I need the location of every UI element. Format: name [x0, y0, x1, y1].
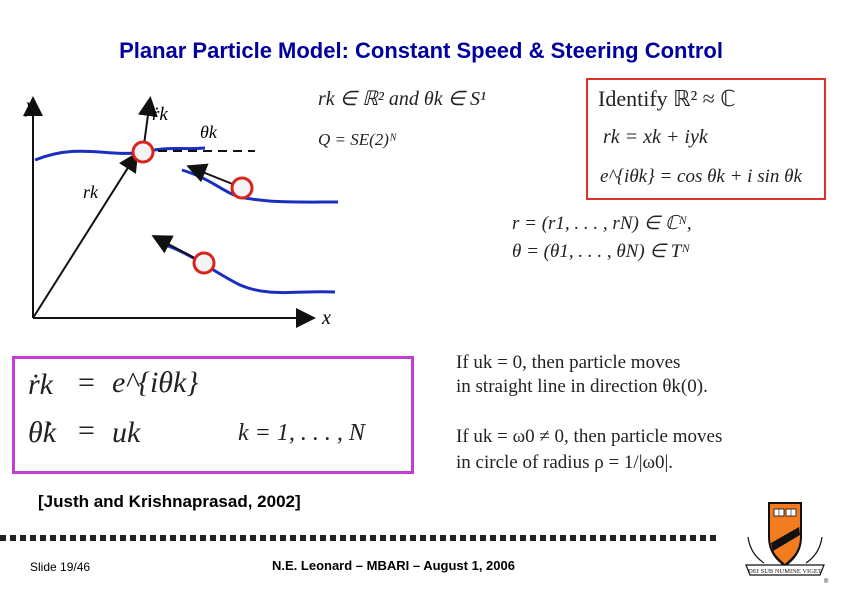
- trajectory-2: [181, 168, 339, 204]
- circle-note-line2: in circle of radius ρ = 1/|ω0|.: [456, 452, 674, 473]
- heading-label: θk: [200, 122, 218, 142]
- identify-box: [586, 78, 826, 200]
- velocity-label: ṙk: [152, 104, 168, 125]
- dynamics-eq1-equals: =: [78, 366, 95, 399]
- straight-note-line1: If uk = 0, then particle moves: [456, 352, 681, 373]
- x-axis-label: x: [321, 307, 331, 329]
- footer-presenter: N.E. Leonard – MBARI – August 1, 2006: [272, 558, 515, 573]
- identify-exp-equation: e^{iθk} = cos θk + i sin θk: [600, 166, 802, 187]
- slide-number: Slide 19/46: [30, 560, 91, 574]
- dynamics-eq1-rhs: e^{iθk}: [112, 366, 199, 399]
- identify-title: Identify ℝ² ≈ ℂ: [598, 86, 736, 111]
- position-label: rk: [83, 182, 99, 202]
- position-vector: [32, 151, 139, 319]
- particle-2: [230, 176, 254, 200]
- identify-r-equation: rk = xk + iyk: [603, 126, 708, 148]
- footer-divider: [0, 535, 720, 541]
- university-seal-icon: DEI SUB NUMINE VIGET ®: [745, 502, 829, 585]
- trajectory-1: [34, 146, 206, 162]
- slide-title: Planar Particle Model: Constant Speed & …: [119, 38, 723, 63]
- state-space-equation: rk ∈ ℝ² and θk ∈ S¹: [318, 88, 487, 110]
- straight-note-line2: in straight line in direction θk(0).: [456, 376, 708, 397]
- y-axis-label: y: [24, 95, 35, 117]
- dynamics-eq1-lhs: ṙk: [28, 368, 53, 401]
- svg-text:®: ®: [824, 578, 829, 585]
- vector-r-equation: r = (r1, . . . , rN) ∈ ℂᴺ,: [512, 213, 692, 234]
- particle-3: [192, 251, 216, 275]
- dynamics-eq2-rhs: uk: [112, 416, 141, 449]
- particle-diagram: y x ṙk θk rk: [23, 95, 339, 329]
- dynamics-box: [12, 356, 414, 474]
- index-range: k = 1, . . . , N: [238, 420, 365, 446]
- config-space-equation: Q = SE(2)ᴺ: [318, 130, 397, 149]
- vector-theta-equation: θ = (θ1, . . . , θN) ∈ Tᴺ: [512, 241, 690, 262]
- citation: [Justh and Krishnaprasad, 2002]: [38, 492, 301, 511]
- trajectory-3: [159, 241, 336, 295]
- particle-1: [131, 140, 155, 164]
- circle-note-line1: If uk = ω0 ≠ 0, then particle moves: [456, 426, 723, 447]
- seal-motto: DEI SUB NUMINE VIGET: [748, 568, 822, 575]
- dynamics-eq2-lhs: θ̇k: [28, 416, 57, 449]
- dynamics-eq2-equals: =: [78, 414, 95, 447]
